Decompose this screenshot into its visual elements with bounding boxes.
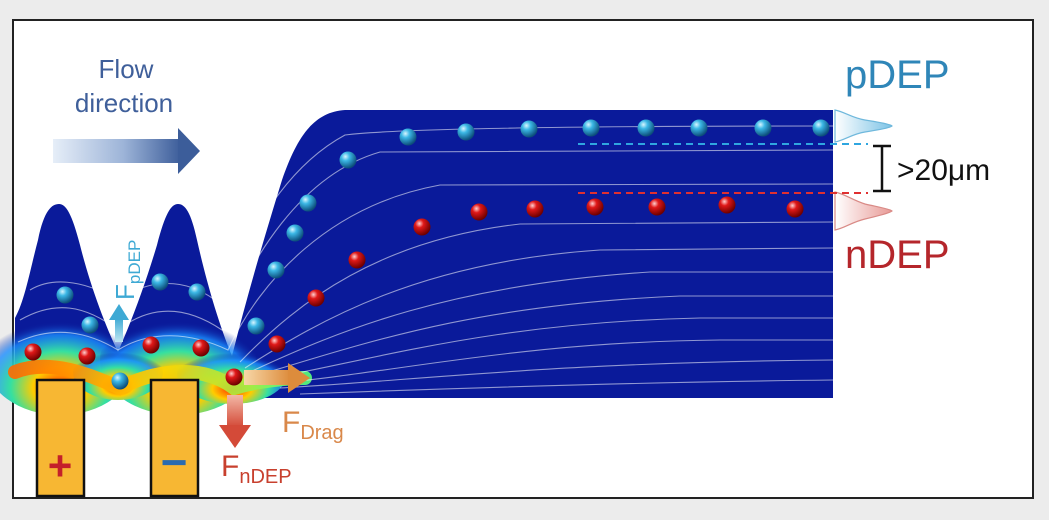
ndep-particle bbox=[526, 200, 544, 218]
ndep-particle bbox=[586, 198, 604, 216]
ndep-particles bbox=[24, 196, 804, 386]
gap-label: >20μm bbox=[897, 154, 990, 187]
dimension-bracket-icon bbox=[873, 144, 891, 193]
f-drag-label: FDrag bbox=[282, 406, 344, 444]
ndep-particle bbox=[268, 335, 286, 353]
pdep-exit-profile bbox=[834, 109, 893, 143]
ndep-particle bbox=[718, 196, 736, 214]
ndep-particle bbox=[24, 343, 42, 361]
electrode-negative bbox=[149, 378, 200, 498]
pdep-particle bbox=[690, 119, 708, 137]
ndep-particle bbox=[225, 368, 243, 386]
pdep-particle bbox=[111, 372, 129, 390]
pdep-particle bbox=[812, 119, 830, 137]
ndep-label: nDEP bbox=[845, 233, 950, 277]
pdep-label: pDEP bbox=[845, 53, 950, 97]
f-ndep-label: FnDEP bbox=[221, 450, 292, 488]
ndep-particle bbox=[307, 289, 325, 307]
ndep-particle bbox=[648, 198, 666, 216]
pdep-particle bbox=[247, 317, 265, 335]
electrode-positive bbox=[35, 378, 86, 498]
drag-force-arrow bbox=[244, 363, 310, 393]
ndep-particle bbox=[413, 218, 431, 236]
electrode-negative-sign: − bbox=[161, 436, 188, 488]
pdep-particle bbox=[754, 119, 772, 137]
f-pdep-label: FpDEP bbox=[110, 240, 144, 300]
right-arrow-icon bbox=[53, 128, 200, 174]
ndep-particle bbox=[470, 203, 488, 221]
flow-direction-label-line1: Flow bbox=[99, 54, 154, 84]
pdep-particle bbox=[81, 316, 99, 334]
pdep-particle bbox=[520, 120, 538, 138]
pdep-particle bbox=[286, 224, 304, 242]
ndep-force-arrow bbox=[219, 395, 251, 448]
pdep-particle bbox=[399, 128, 417, 146]
ndep-particle bbox=[78, 347, 96, 365]
pdep-force-arrow bbox=[109, 304, 129, 342]
electrode-positive-sign: + bbox=[48, 442, 73, 489]
pdep-particles bbox=[56, 119, 830, 390]
pdep-particle bbox=[267, 261, 285, 279]
pdep-particle bbox=[188, 283, 206, 301]
pdep-particle bbox=[637, 119, 655, 137]
ndep-particle bbox=[192, 339, 210, 357]
pdep-particle bbox=[457, 123, 475, 141]
pdep-particle bbox=[56, 286, 74, 304]
flow-direction-label-line2: direction bbox=[75, 88, 173, 118]
pdep-particle bbox=[151, 273, 169, 291]
pdep-particle bbox=[339, 151, 357, 169]
pdep-particle bbox=[299, 194, 317, 212]
ndep-exit-profile bbox=[834, 191, 893, 231]
ndep-particle bbox=[348, 251, 366, 269]
ndep-particle bbox=[786, 200, 804, 218]
ndep-particle bbox=[142, 336, 160, 354]
pdep-particle bbox=[582, 119, 600, 137]
